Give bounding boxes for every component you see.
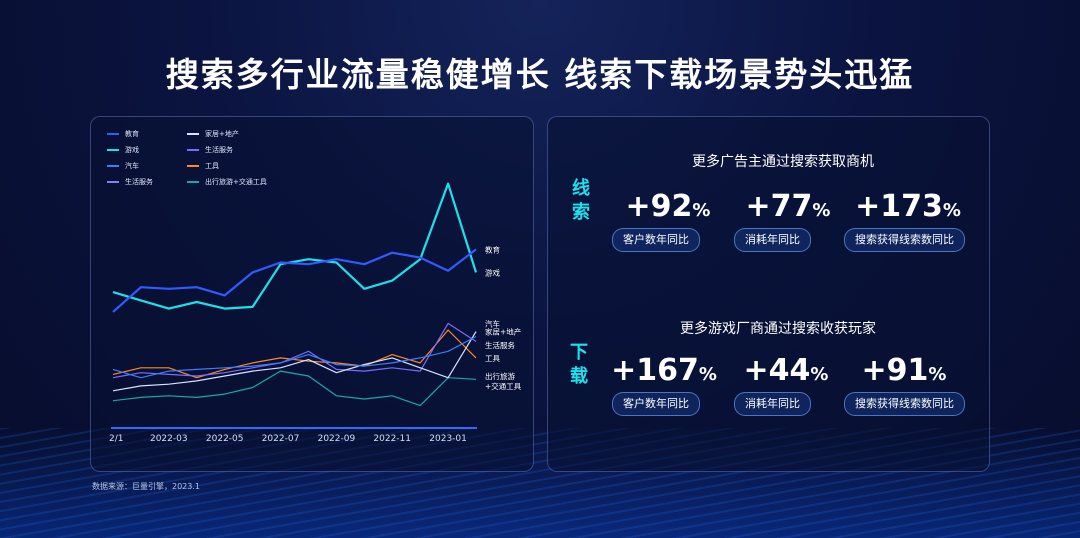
x-tick-label: 2022-11 — [373, 434, 411, 444]
legend-label: 出行旅游+交通工具 — [205, 178, 267, 186]
section-label-char: 线 — [572, 178, 590, 199]
series-line-工具 — [112, 329, 477, 379]
stat-label-pill: 消耗年同比 — [734, 392, 811, 416]
legend-swatch — [187, 181, 199, 183]
legend-item: 工具 — [187, 161, 219, 171]
legend-item: 汽车 — [107, 161, 139, 171]
stat-value: +44% — [743, 353, 829, 388]
series-end-label: 家居+地产 — [485, 327, 521, 337]
series-end-label: 游戏 — [485, 267, 500, 277]
stat-value: +77% — [745, 189, 831, 224]
series-end-label: 出行旅游 — [485, 371, 515, 381]
series-line-家居+地产 — [112, 331, 477, 392]
x-tick-label: 2022-03 — [150, 434, 188, 444]
legend-item: 生活服务 — [187, 145, 233, 155]
section-label-char: 下 — [570, 342, 588, 363]
legend-label: 汽车 — [125, 162, 139, 170]
legend-label: 生活服务 — [125, 178, 153, 186]
x-tick-label: 2/1 — [109, 434, 123, 444]
series-end-label: +交通工具 — [485, 381, 522, 391]
series-line-教育 — [112, 248, 477, 313]
legend-item: 游戏 — [107, 145, 139, 155]
section-label-char: 载 — [570, 366, 588, 387]
section-label-char: 索 — [572, 202, 590, 223]
x-tick-label: 2022-07 — [262, 434, 300, 444]
series-end-label: 生活服务 — [485, 340, 515, 350]
series-end-label: 教育 — [485, 244, 500, 254]
section-label-download: 下 载 — [568, 341, 590, 389]
section-label-clue: 线 索 — [570, 177, 592, 225]
series-line-生活服务 — [112, 322, 477, 379]
legend-item: 生活服务 — [107, 177, 153, 187]
data-source-note: 数据来源：巨量引擎，2023.1 — [92, 482, 200, 491]
legend-label: 教育 — [125, 130, 139, 138]
legend-swatch — [187, 149, 199, 151]
download-headline: 更多游戏厂商通过搜索收获玩家 — [680, 321, 876, 337]
series-line-游戏 — [112, 182, 478, 310]
x-tick-label: 2022-05 — [206, 434, 244, 444]
series-end-label: 汽车 — [485, 318, 500, 328]
legend-swatch — [107, 149, 119, 151]
series-end-label: 工具 — [485, 354, 500, 363]
stat-label-pill: 搜索获得线索数同比 — [844, 228, 965, 252]
stat-label-pill: 消耗年同比 — [734, 228, 811, 252]
legend-label: 工具 — [205, 162, 219, 170]
stat-label-pill: 搜索获得线索数同比 — [844, 392, 965, 416]
legend-item: 家居+地产 — [187, 129, 239, 139]
legend-label: 游戏 — [125, 146, 139, 154]
stat-label-pill: 客户数年同比 — [612, 228, 700, 252]
series-line-汽车 — [112, 335, 477, 379]
series-line-出行旅游+交通工具 — [112, 370, 477, 407]
legend-label: 家居+地产 — [205, 130, 239, 138]
legend-swatch — [107, 181, 119, 183]
x-tick-label: 2022-09 — [318, 434, 356, 444]
stats-panel: 线 索 更多广告主通过搜索获取商机 +92% +77% +173% 客户数年同比… — [547, 116, 990, 472]
chart-panel: 教育 家居+地产 游戏 生活服务 汽车 工具 生活服务 出行旅游+交通工具 2/1 2022-0… — [90, 116, 534, 472]
legend-swatch — [107, 165, 119, 167]
stat-label-pill: 客户数年同比 — [612, 392, 700, 416]
clue-headline: 更多广告主通过搜索获取商机 — [692, 154, 874, 170]
line-chart: 2/1 2022-03 2022-05 2022-07 2022-09 2022-11 20… — [109, 182, 522, 444]
stat-value: +91% — [861, 353, 947, 388]
legend-item: 教育 — [107, 129, 139, 139]
x-tick-label: 2023-01 — [429, 434, 467, 444]
legend-swatch — [187, 165, 199, 167]
legend-swatch — [187, 133, 199, 135]
page-title: 搜索多行业流量稳健增长 线索下载场景势头迅猛 — [165, 55, 915, 94]
stat-value: +173% — [855, 189, 961, 224]
stat-value: +167% — [611, 353, 717, 388]
legend-label: 生活服务 — [205, 146, 233, 154]
legend-item: 出行旅游+交通工具 — [187, 177, 267, 187]
legend-swatch — [107, 133, 119, 135]
stat-value: +92% — [625, 189, 711, 224]
